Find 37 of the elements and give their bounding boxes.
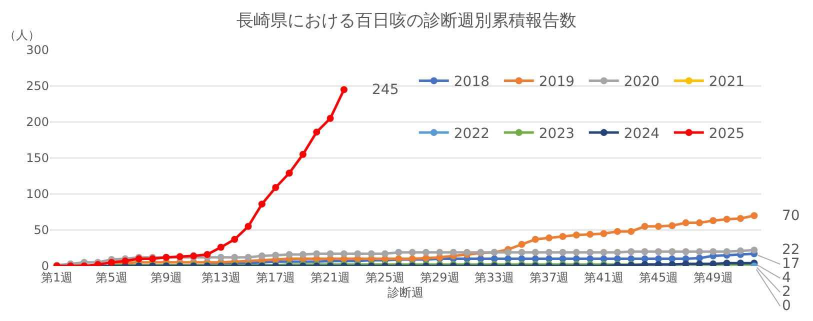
legend-label: 2021 bbox=[708, 74, 745, 90]
data-label: 22 bbox=[782, 242, 800, 258]
x-tick-label: 第41週 bbox=[584, 270, 624, 284]
chart-title: 長崎県における百日咳の診断週別累積報告数 bbox=[236, 10, 576, 31]
legend-label: 2022 bbox=[454, 126, 490, 142]
data-label: 17 bbox=[782, 256, 800, 272]
x-axis-title: 診断週 bbox=[388, 285, 424, 300]
legend-label: 2018 bbox=[454, 74, 490, 90]
legend-label: 2020 bbox=[624, 74, 660, 90]
y-tick-label: 50 bbox=[34, 223, 49, 238]
x-tick-label: 第37週 bbox=[529, 270, 569, 284]
legend-label: 2023 bbox=[538, 126, 575, 142]
x-tick-label: 第45週 bbox=[638, 270, 678, 284]
data-label: 70 bbox=[782, 208, 800, 224]
x-tick-label: 第1週 bbox=[41, 270, 73, 284]
legend-label: 2024 bbox=[624, 126, 660, 142]
x-tick-label: 第21週 bbox=[310, 270, 350, 284]
y-axis-title: （人） bbox=[4, 28, 40, 42]
x-tick-label: 第29週 bbox=[420, 270, 460, 284]
data-label: 245 bbox=[372, 82, 399, 98]
y-tick-label: 150 bbox=[26, 151, 49, 166]
y-tick-label: 100 bbox=[26, 187, 49, 202]
x-tick-label: 第25週 bbox=[365, 270, 405, 284]
legend-label: 2025 bbox=[708, 126, 745, 142]
y-tick-label: 250 bbox=[26, 79, 49, 94]
x-tick-label: 第33週 bbox=[474, 270, 514, 284]
x-tick-label: 第9週 bbox=[150, 270, 182, 284]
x-tick-label: 第49週 bbox=[694, 270, 733, 284]
y-tick-label: 300 bbox=[26, 43, 49, 58]
data-label: 2 bbox=[782, 284, 791, 300]
x-tick-label: 第13週 bbox=[201, 270, 241, 284]
data-label: 4 bbox=[782, 270, 791, 286]
x-tick-label: 第17週 bbox=[256, 270, 296, 284]
data-label: 0 bbox=[782, 298, 791, 314]
x-tick-label: 第5週 bbox=[96, 270, 128, 284]
legend-label: 2019 bbox=[538, 74, 575, 90]
y-tick-label: 200 bbox=[26, 115, 49, 130]
